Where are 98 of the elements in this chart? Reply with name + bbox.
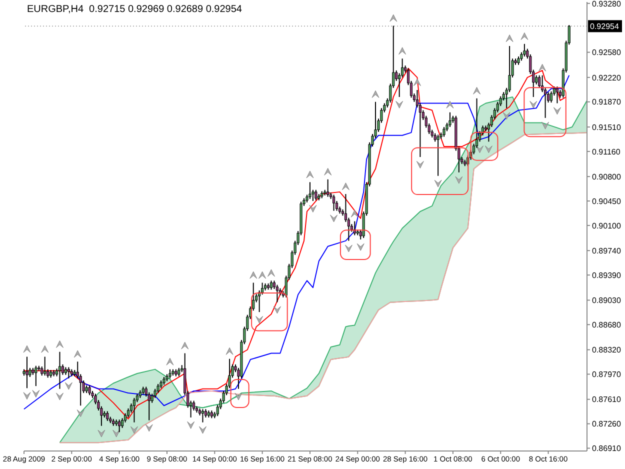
point — [413, 78, 421, 86]
candlestick — [58, 351, 62, 390]
point — [56, 340, 64, 348]
y-tick-label: 0.91160 — [592, 147, 621, 156]
candlestick — [523, 43, 526, 57]
point — [553, 107, 561, 115]
point — [32, 390, 40, 398]
candlestick — [201, 408, 204, 423]
point — [258, 271, 266, 279]
point — [416, 160, 424, 168]
y-tick-label: 0.89030 — [592, 296, 622, 306]
y-tick-label: 0.90800 — [592, 172, 622, 182]
candlestick — [67, 366, 70, 379]
point — [446, 100, 454, 108]
point — [356, 243, 364, 251]
point — [23, 392, 31, 400]
point — [130, 426, 138, 434]
candlestick — [276, 284, 278, 303]
point — [538, 64, 546, 72]
point — [398, 47, 406, 55]
point — [350, 210, 358, 218]
y-tick-label: 0.89390 — [592, 270, 622, 280]
point — [502, 112, 510, 120]
y-tick-label: 0.87260 — [592, 420, 622, 429]
point — [306, 170, 314, 178]
point — [324, 168, 332, 176]
point — [473, 86, 481, 94]
point — [181, 342, 189, 350]
candlestick — [150, 393, 154, 404]
point — [226, 347, 234, 355]
candlestick — [118, 419, 121, 433]
y-tick-label: 0.88320 — [592, 346, 622, 355]
candlestick — [538, 74, 541, 88]
candlestick — [132, 397, 136, 423]
candlestick — [326, 178, 330, 198]
candlestick — [168, 368, 172, 379]
point — [309, 204, 317, 212]
candlestick — [448, 112, 452, 128]
point — [342, 182, 350, 190]
y-tick-label: 0.89740 — [592, 246, 622, 256]
point — [76, 410, 84, 418]
point — [330, 214, 338, 222]
point — [372, 90, 380, 98]
candlestick — [332, 194, 336, 212]
point — [256, 316, 264, 324]
point — [455, 176, 463, 184]
y-tick-label: 0.90100 — [592, 221, 622, 230]
candlestick — [556, 86, 558, 104]
y-tick-label: 0.93280 — [592, 0, 622, 8]
candlestick — [34, 365, 38, 387]
y-tick-label: 0.92220 — [592, 73, 622, 82]
point — [267, 269, 275, 277]
point — [484, 146, 492, 154]
point — [98, 430, 106, 438]
candlestick — [442, 126, 446, 138]
point — [166, 358, 174, 366]
candlestick — [88, 384, 91, 396]
candlestick — [106, 410, 109, 422]
point — [145, 424, 153, 432]
point — [64, 382, 72, 390]
y-tick-label: 0.87610 — [592, 395, 622, 404]
point — [74, 350, 82, 358]
point — [390, 14, 398, 22]
candlestick — [314, 189, 318, 201]
point — [250, 271, 258, 279]
candlestick — [44, 356, 46, 376]
chart-title: EURGBP,H4 0.92715 0.92969 0.92689 0.92954 — [27, 4, 242, 15]
point — [396, 100, 404, 108]
point — [506, 34, 514, 42]
y-tick-label: 0.91510 — [592, 122, 622, 132]
point — [198, 426, 206, 434]
point — [187, 421, 195, 429]
point — [542, 122, 550, 130]
y-tick-label: 0.88680 — [592, 320, 622, 330]
point — [520, 32, 528, 40]
point — [273, 306, 281, 314]
point — [344, 244, 352, 252]
point — [23, 345, 31, 353]
point — [112, 430, 120, 438]
candlestick — [436, 134, 440, 176]
y-tick-label: 0.86910 — [592, 444, 622, 454]
point — [530, 100, 538, 108]
y-tick-label: 0.92580 — [592, 48, 622, 58]
y-tick-label: 0.87970 — [592, 370, 622, 380]
candlestick — [26, 356, 28, 389]
candlestick — [308, 182, 312, 200]
candlestick — [270, 280, 273, 290]
point — [56, 392, 64, 400]
candlestick — [550, 90, 553, 104]
candlestick — [156, 383, 160, 394]
candlestick — [535, 74, 538, 85]
point — [434, 180, 442, 188]
y-tick-label: 0.91870 — [592, 98, 622, 107]
point — [41, 345, 49, 353]
point — [476, 146, 484, 154]
ref-line-label: 0.92954 — [590, 22, 620, 32]
y-tick-label: 0.90450 — [592, 196, 622, 206]
candlestick — [121, 418, 124, 428]
